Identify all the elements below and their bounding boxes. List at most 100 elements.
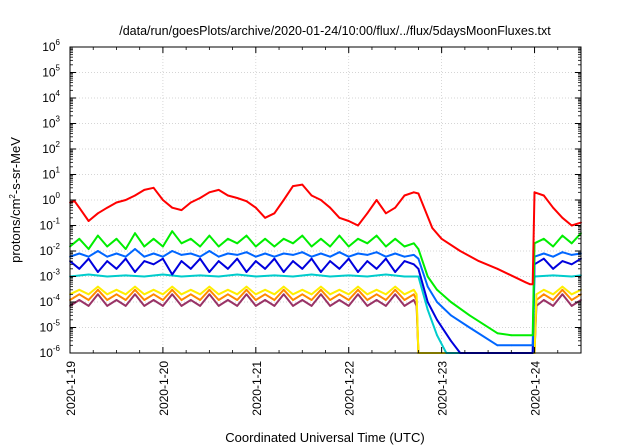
data-point	[227, 299, 229, 301]
data-point	[542, 194, 545, 197]
data-point	[134, 248, 136, 250]
data-point	[542, 288, 545, 291]
data-point	[301, 267, 304, 270]
y-tick-label-exp: 3	[56, 115, 61, 124]
series-line	[69, 248, 582, 347]
data-point	[180, 260, 183, 262]
data-point	[347, 274, 350, 277]
data-point	[403, 305, 406, 307]
data-point	[450, 301, 452, 303]
data-point	[87, 293, 90, 296]
y-tick-label-exp: 4	[56, 89, 61, 98]
data-point	[320, 252, 322, 255]
data-point	[208, 285, 211, 288]
data-point	[162, 293, 164, 296]
data-point	[282, 271, 285, 273]
data-point	[245, 285, 248, 288]
data-point	[403, 194, 406, 197]
data-point	[180, 209, 183, 212]
data-point	[106, 275, 109, 278]
y-tick-label-base: 10	[42, 142, 56, 156]
data-point	[134, 232, 136, 235]
data-point	[115, 288, 118, 291]
data-point	[412, 288, 415, 291]
data-point	[570, 242, 573, 245]
data-point	[417, 257, 420, 260]
data-point	[87, 273, 90, 276]
data-point	[208, 234, 211, 237]
data-point	[375, 251, 378, 254]
data-point	[570, 263, 573, 266]
data-point	[561, 285, 564, 288]
data-point	[426, 301, 429, 303]
y-tick-label: 10-1	[40, 217, 61, 233]
data-point	[189, 252, 192, 255]
y-tick-label: 101	[42, 166, 60, 182]
data-point	[264, 237, 266, 240]
data-point	[338, 251, 341, 254]
data-point	[347, 257, 350, 260]
data-point	[542, 237, 545, 240]
data-point	[115, 267, 118, 270]
data-point	[412, 299, 415, 301]
data-point	[208, 250, 211, 252]
data-point	[403, 255, 406, 258]
data-point	[152, 237, 155, 240]
data-point	[570, 275, 573, 278]
data-point	[264, 293, 266, 296]
data-point	[385, 245, 387, 248]
data-point	[292, 275, 294, 278]
data-point	[152, 186, 155, 189]
data-point	[264, 299, 266, 301]
data-point	[180, 293, 183, 296]
data-point	[87, 299, 90, 301]
data-point	[189, 267, 192, 270]
data-point	[301, 251, 304, 254]
data-point	[97, 250, 99, 252]
data-point	[292, 254, 294, 256]
data-point	[245, 251, 248, 254]
data-point	[338, 293, 341, 296]
data-point	[199, 305, 202, 307]
y-tick-label-exp: 6	[56, 38, 61, 47]
data-point	[106, 305, 109, 307]
y-tick-label: 100	[42, 191, 60, 207]
data-point	[524, 281, 527, 284]
data-point	[245, 234, 248, 237]
data-point	[124, 299, 127, 301]
data-point	[375, 288, 378, 291]
data-point	[552, 293, 554, 296]
data-point	[320, 237, 322, 240]
data-point	[124, 305, 127, 307]
data-point	[347, 220, 350, 222]
data-point	[357, 288, 359, 291]
data-point	[152, 252, 155, 255]
data-point	[301, 183, 304, 186]
data-point	[97, 288, 99, 291]
data-point	[310, 273, 313, 276]
data-point	[426, 285, 429, 288]
data-point	[227, 252, 229, 255]
data-point	[417, 275, 420, 278]
data-point	[552, 255, 554, 258]
data-point	[301, 299, 304, 301]
y-tick-label-exp: -2	[53, 242, 61, 251]
data-point	[152, 299, 155, 301]
data-point	[310, 299, 313, 301]
data-point	[310, 257, 313, 260]
data-point	[87, 305, 90, 307]
data-point	[403, 275, 406, 278]
data-point	[436, 334, 438, 337]
data-point	[115, 252, 118, 255]
data-point	[208, 191, 211, 194]
data-point	[124, 274, 127, 277]
data-point	[106, 206, 109, 209]
data-point	[217, 293, 220, 296]
data-point	[282, 293, 285, 296]
data-point	[199, 274, 202, 277]
data-point	[385, 293, 387, 296]
data-point	[217, 245, 220, 248]
data-point	[162, 305, 164, 307]
data-point	[329, 305, 331, 307]
data-point	[366, 299, 369, 301]
